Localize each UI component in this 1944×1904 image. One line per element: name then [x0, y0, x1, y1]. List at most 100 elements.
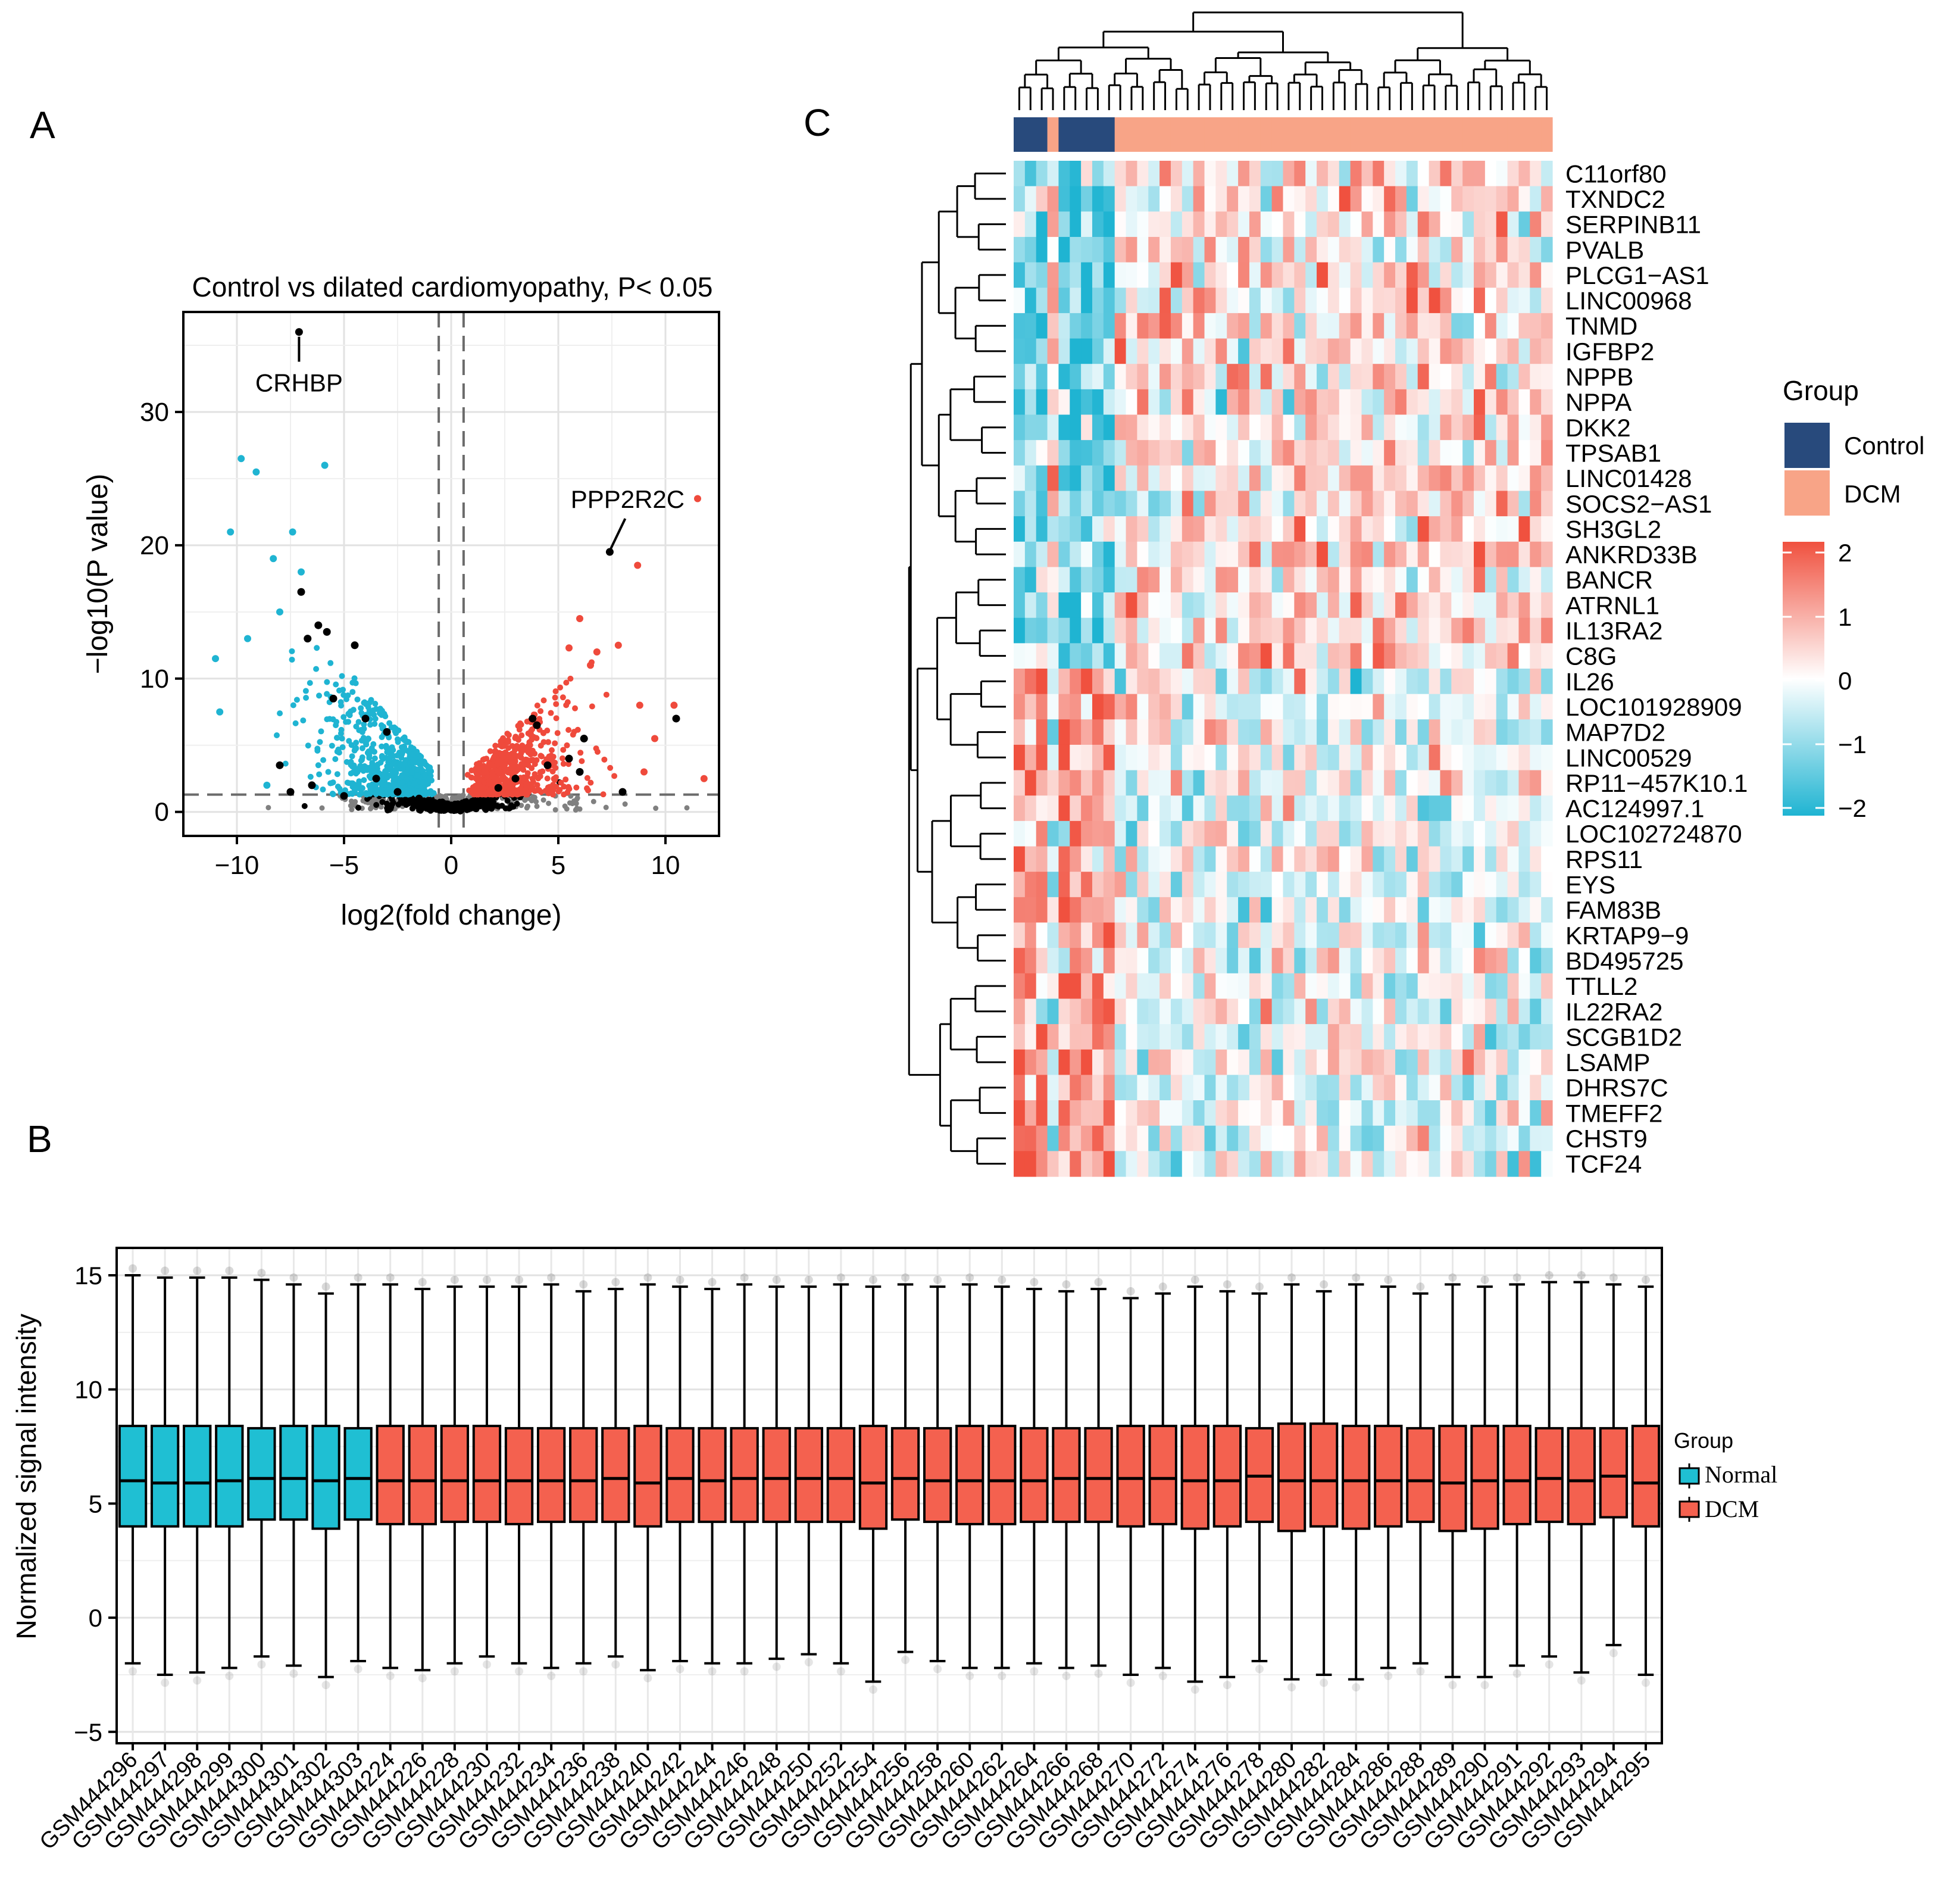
heatmap-cell [1170, 236, 1183, 263]
heatmap-cell [1170, 872, 1183, 898]
heatmap-cell [1451, 567, 1463, 593]
heatmap-cell [1327, 897, 1340, 923]
heatmap-cell [1373, 795, 1384, 822]
heatmap-cell [1373, 567, 1384, 593]
heatmap-cell [1103, 973, 1115, 1000]
heatmap-cell [1081, 1100, 1093, 1126]
down-regulated-point [404, 739, 411, 745]
heatmap-cell [1271, 1049, 1284, 1075]
heatmap-cell [1406, 922, 1418, 948]
outlier-point [998, 1275, 1007, 1284]
heatmap-cell [1339, 669, 1351, 695]
down-regulated-point [417, 754, 424, 760]
heatmap-cell [1148, 617, 1160, 644]
heatmap-cell [1137, 872, 1149, 898]
heatmap-cell [1047, 1151, 1059, 1177]
heatmap-cell [1518, 262, 1530, 288]
heatmap-cell [1204, 389, 1216, 416]
heatmap-cell [1170, 1024, 1183, 1050]
heatmap-cell [1339, 1075, 1351, 1101]
heatmap-cell [1305, 491, 1317, 517]
down-regulated-point [421, 759, 427, 765]
up-regulated-point [473, 770, 480, 777]
heatmap-cell [1215, 948, 1227, 974]
up-regulated-point [552, 740, 558, 747]
heatmap-cell [1193, 440, 1205, 466]
heatmap-cell [1417, 1049, 1430, 1075]
heatmap-cell [1327, 617, 1340, 644]
heatmap-cell [1126, 364, 1137, 390]
heatmap-cell [1238, 313, 1250, 339]
gene-label: EYS [1565, 871, 1615, 899]
heatmap-cell [1114, 820, 1127, 847]
black-point [461, 805, 467, 811]
heatmap-cell [1496, 973, 1508, 1000]
down-regulated-point [351, 675, 358, 682]
heatmap-cell [1271, 770, 1284, 796]
heatmap-cell [1440, 1075, 1452, 1101]
heatmap-cell [1283, 1125, 1295, 1151]
heatmap-cell [1530, 236, 1542, 263]
heatmap-cell [1159, 669, 1171, 695]
heatmap-cell [1429, 1049, 1441, 1075]
box-body [730, 1427, 759, 1524]
heatmap-cell [1159, 236, 1171, 263]
up-regulated-point [538, 753, 545, 760]
heatmap-cell [1350, 1024, 1362, 1050]
heatmap-cell [1215, 313, 1227, 339]
heatmap-cell [1103, 669, 1115, 695]
heatmap-cell [1260, 694, 1273, 720]
heatmap-cell [1395, 820, 1407, 847]
group-annotation-cell [1429, 117, 1441, 152]
heatmap-cell [1294, 998, 1306, 1025]
heatmap-cell [1317, 313, 1329, 339]
black-point [437, 805, 444, 811]
heatmap-cell [1103, 820, 1115, 847]
down-regulated-point [393, 730, 399, 736]
heatmap-cell [1238, 186, 1250, 212]
heatmap-cell [1294, 313, 1306, 339]
highlighted-point [565, 754, 573, 763]
heatmap-cell [1137, 338, 1149, 364]
nonsignificant-point [352, 799, 358, 805]
heatmap-cell [1327, 364, 1340, 390]
heatmap-cell [1126, 1024, 1137, 1050]
heatmap-cell [1440, 567, 1452, 593]
heatmap-cell [1159, 1151, 1171, 1177]
group-annotation-cell [1148, 117, 1160, 152]
heatmap-cell [1474, 414, 1486, 441]
box-body [1534, 1427, 1564, 1524]
heatmap-cell [1227, 846, 1239, 872]
down-regulated-point [293, 697, 300, 703]
outlier-point [1384, 1671, 1393, 1680]
heatmap-cell [1451, 288, 1463, 314]
heatmap-cell [1484, 1024, 1497, 1050]
down-regulated-point [353, 739, 360, 746]
nonsignificant-point [533, 799, 539, 805]
heatmap-cell [1058, 719, 1070, 745]
heatmap-cell [1406, 719, 1418, 745]
heatmap-cell [1170, 516, 1183, 542]
heatmap-cell [1317, 491, 1329, 517]
heatmap-cell [1148, 236, 1160, 263]
heatmap-cell [1238, 897, 1250, 923]
heatmap-cell [1507, 491, 1520, 517]
heatmap-cell [1440, 313, 1452, 339]
down-regulated-point [427, 764, 433, 770]
outlier-point [1577, 1676, 1586, 1685]
heatmap-cell [1238, 1024, 1250, 1050]
group-annotation-cell [1384, 117, 1396, 152]
heatmap-cell [1484, 211, 1497, 238]
heatmap-cell [1193, 161, 1205, 187]
heatmap-cell [1462, 897, 1474, 923]
down-regulated-point [359, 745, 365, 751]
heatmap-cell [1137, 1024, 1149, 1050]
heatmap-cell [1417, 872, 1430, 898]
heatmap-cell [1484, 973, 1497, 1000]
heatmap-cell [1081, 541, 1093, 567]
heatmap-cell [1036, 744, 1048, 771]
heatmap-cell [1227, 541, 1239, 567]
heatmap-cell [1395, 1100, 1407, 1126]
heatmap-cell [1215, 338, 1227, 364]
nonsignificant-point [573, 807, 579, 813]
